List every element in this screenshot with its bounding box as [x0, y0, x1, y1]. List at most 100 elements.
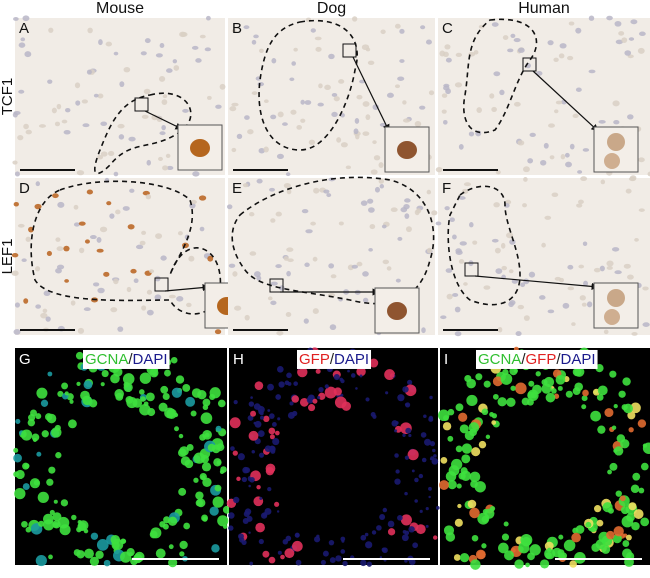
- cell: [23, 123, 29, 130]
- nucleus: [260, 415, 264, 420]
- nucleus: [618, 390, 626, 398]
- nucleus: [397, 515, 403, 521]
- cell: [73, 222, 80, 227]
- cell: [312, 256, 318, 262]
- cell: [435, 221, 442, 226]
- label-part: DAPI: [561, 351, 596, 368]
- cell: [99, 226, 108, 233]
- nucleus: [611, 425, 617, 430]
- cell: [25, 236, 31, 242]
- inset-cell: [607, 133, 625, 151]
- cell: [593, 267, 601, 273]
- cell: [195, 58, 202, 63]
- nucleus: [217, 399, 226, 408]
- cell: [25, 129, 32, 135]
- cell: [82, 123, 90, 128]
- cell: [378, 178, 385, 184]
- cell: [627, 114, 634, 120]
- nucleus: [32, 437, 38, 443]
- nucleus: [460, 470, 471, 482]
- nucleus: [57, 390, 64, 397]
- cell: [107, 150, 115, 157]
- nucleus: [41, 430, 49, 438]
- nucleus: [282, 539, 289, 545]
- nucleus: [83, 380, 93, 390]
- cell: [568, 21, 575, 26]
- cell: [599, 265, 605, 272]
- nucleus: [249, 561, 254, 566]
- nucleus: [382, 547, 388, 554]
- nucleus: [89, 556, 100, 566]
- cell: [580, 176, 588, 182]
- cell: [115, 209, 121, 215]
- nucleus: [21, 429, 33, 441]
- cell: [56, 103, 62, 110]
- nucleus: [155, 548, 166, 559]
- cell: [154, 275, 161, 282]
- cell: [638, 31, 646, 37]
- nucleus: [53, 499, 58, 504]
- cell: [93, 282, 100, 287]
- cell: [206, 95, 212, 100]
- nucleus: [318, 386, 324, 393]
- nucleus: [294, 532, 300, 538]
- nucleus: [49, 509, 55, 516]
- nucleus: [382, 507, 388, 513]
- cell: [575, 87, 582, 92]
- cell: [11, 253, 19, 258]
- nucleus: [333, 387, 342, 396]
- cell: [312, 308, 319, 315]
- nucleus: [228, 512, 235, 519]
- nucleus: [360, 559, 367, 567]
- nucleus: [193, 477, 199, 483]
- nucleus: [38, 520, 45, 527]
- nucleus: [366, 561, 373, 567]
- cell: [286, 247, 294, 252]
- nucleus: [185, 396, 196, 407]
- cell: [158, 75, 166, 82]
- cell: [441, 109, 447, 114]
- cell: [583, 280, 589, 287]
- cell: [133, 278, 139, 284]
- cell: [126, 286, 132, 293]
- nucleus: [44, 413, 53, 421]
- nucleus: [258, 452, 265, 458]
- cell: [172, 59, 178, 64]
- nucleus: [269, 413, 275, 419]
- cell: [301, 208, 309, 214]
- cell: [513, 38, 521, 43]
- cell: [231, 102, 239, 107]
- cell: [329, 324, 337, 331]
- nucleus: [177, 448, 187, 458]
- nucleus: [69, 399, 74, 404]
- cell: [207, 255, 214, 262]
- nucleus: [551, 388, 557, 394]
- nucleus: [202, 477, 212, 487]
- nucleus: [33, 479, 40, 486]
- cell: [567, 55, 574, 61]
- cell: [468, 131, 475, 137]
- nucleus: [315, 368, 321, 374]
- cell: [17, 134, 24, 141]
- cell: [621, 37, 628, 43]
- nucleus: [258, 538, 264, 545]
- nucleus: [265, 466, 275, 476]
- cell: [323, 189, 330, 194]
- nucleus: [14, 487, 26, 500]
- cell: [618, 31, 625, 36]
- cell: [634, 237, 639, 242]
- nucleus: [96, 539, 109, 551]
- cell: [259, 48, 264, 53]
- nucleus: [95, 550, 104, 559]
- cell: [340, 142, 348, 148]
- cell: [365, 47, 371, 52]
- cell: [565, 161, 572, 168]
- cell: [122, 206, 130, 211]
- cell: [426, 189, 432, 195]
- cell: [426, 247, 433, 254]
- cell: [397, 76, 405, 81]
- cell: [315, 46, 322, 52]
- nucleus: [125, 395, 134, 404]
- cell: [98, 39, 103, 46]
- nucleus: [433, 535, 438, 540]
